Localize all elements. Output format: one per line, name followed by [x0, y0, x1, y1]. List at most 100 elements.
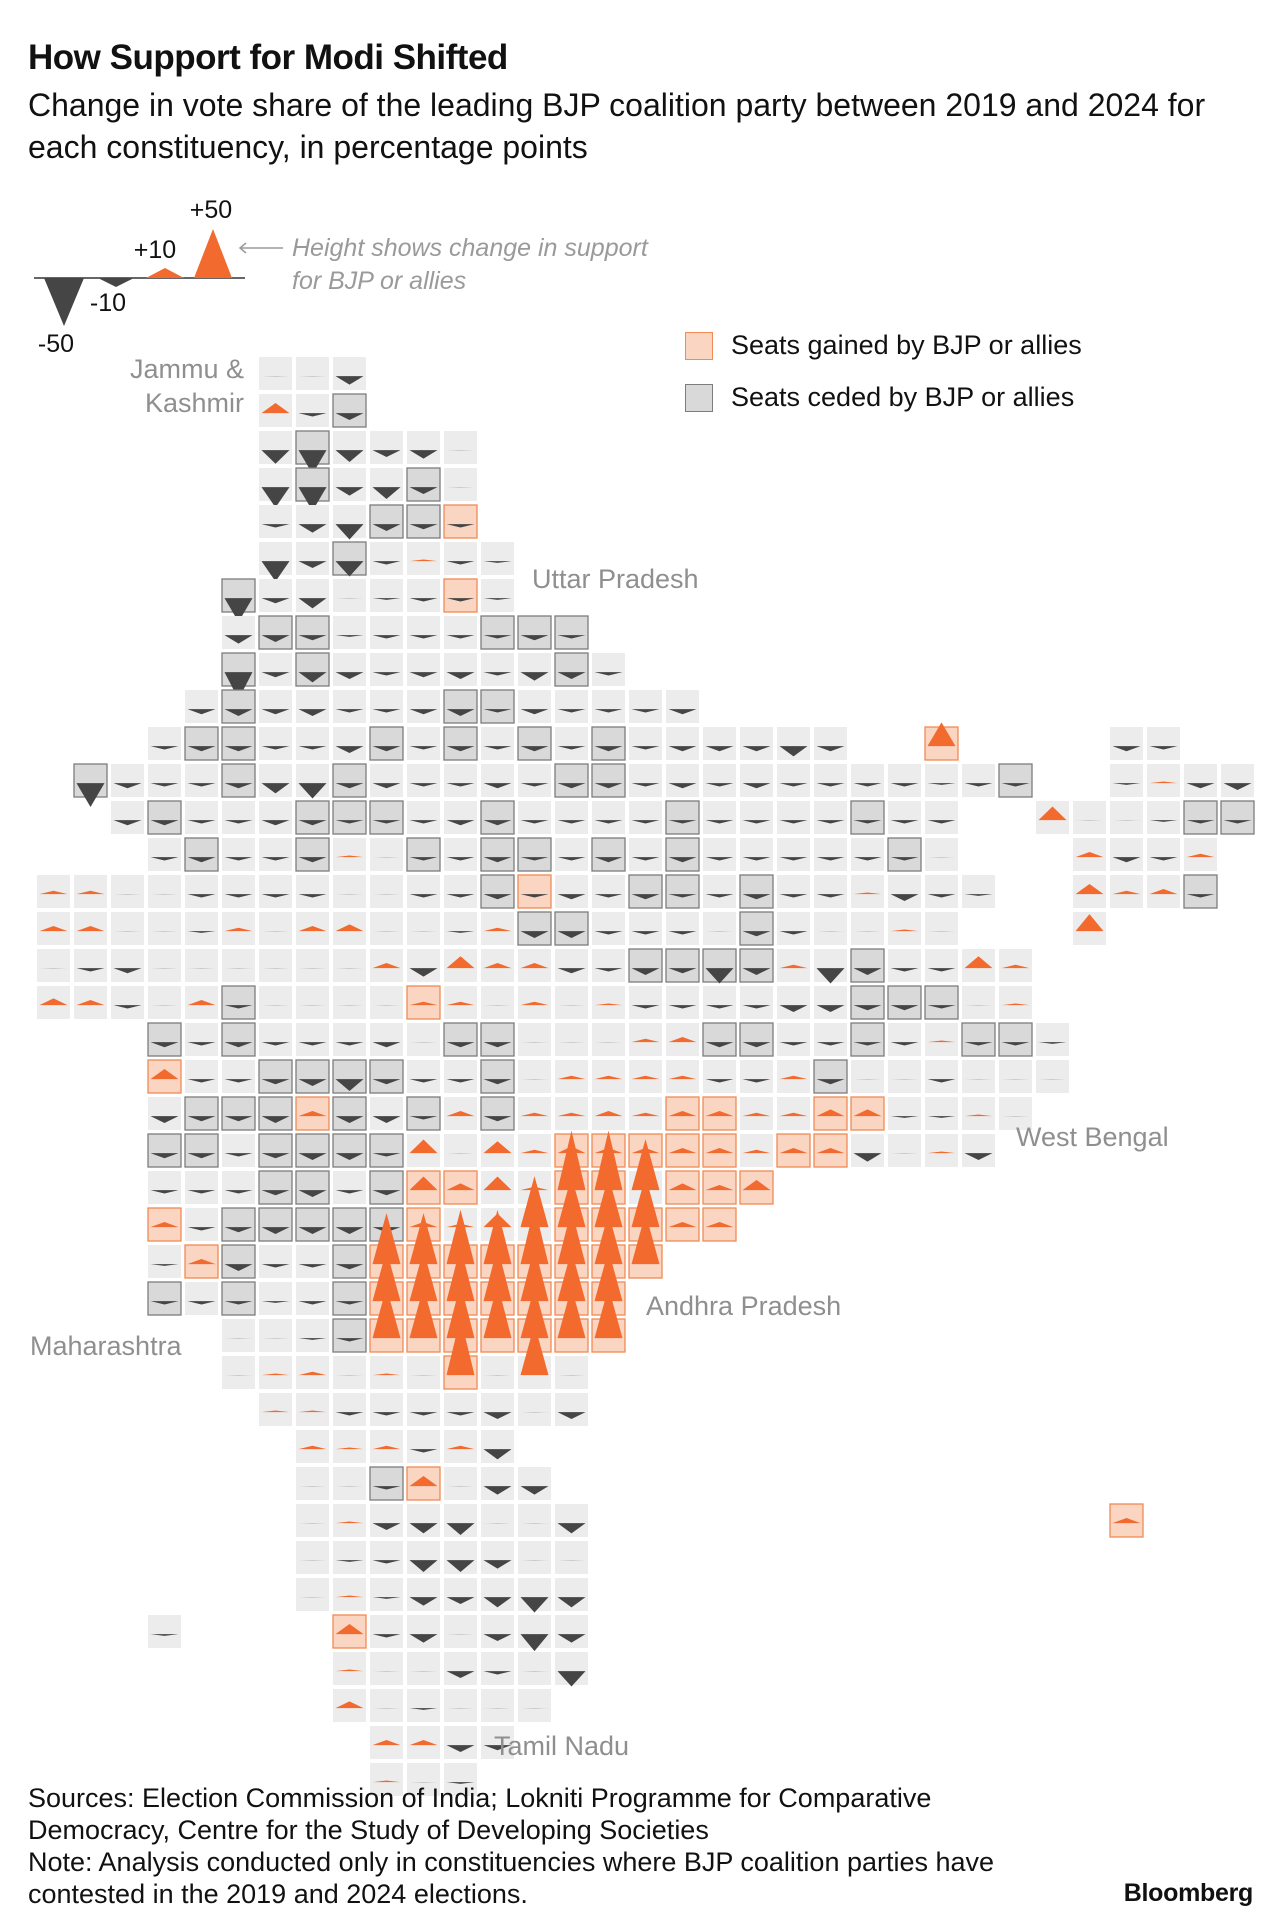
change-triangle-down — [816, 783, 845, 787]
change-triangle-down — [298, 635, 327, 641]
change-triangle-up — [446, 1209, 475, 1265]
tile-unchanged — [333, 1504, 366, 1537]
change-triangle-flat — [298, 1005, 327, 1006]
constituency-tile — [332, 393, 367, 428]
tile-unchanged — [1036, 1023, 1069, 1056]
constituency-tile — [444, 1134, 477, 1167]
constituency-tile — [370, 1504, 403, 1537]
constituency-tile — [665, 837, 700, 872]
tile-unchanged — [148, 838, 181, 871]
tile-unchanged — [407, 727, 440, 760]
change-triangle-down — [261, 1190, 290, 1196]
key-label-minus10: -10 — [90, 289, 126, 317]
constituency-tile — [518, 1393, 551, 1426]
tile-ceded — [1220, 800, 1255, 835]
constituency-tile — [998, 1022, 1033, 1057]
constituency-tile — [1073, 875, 1106, 908]
constituency-tile — [555, 727, 588, 760]
constituency-tile — [480, 1096, 515, 1131]
constituency-tile — [629, 801, 662, 834]
tile-ceded — [369, 726, 404, 761]
constituency-tile — [481, 1689, 514, 1722]
tile-ceded — [369, 1133, 404, 1168]
constituency-tile — [258, 1096, 293, 1131]
change-triangle-down — [742, 783, 771, 789]
tile-ceded — [258, 1059, 293, 1094]
change-triangle-down — [594, 857, 623, 863]
change-triangle-down — [594, 894, 623, 898]
constituency-tile — [407, 764, 440, 797]
change-triangle-down — [261, 524, 290, 528]
constituency-tile — [148, 1245, 181, 1278]
tile-unchanged — [111, 986, 144, 1019]
tile-ceded — [369, 1466, 404, 1501]
tile-unchanged — [185, 1023, 218, 1056]
constituency-tile — [259, 1319, 292, 1352]
tile-unchanged — [814, 838, 847, 871]
constituency-tile — [702, 1207, 737, 1242]
constituency-tile — [369, 1059, 404, 1094]
tile-unchanged — [148, 986, 181, 1019]
change-triangle-down — [594, 746, 623, 752]
constituency-tile — [111, 875, 144, 908]
change-triangle-up — [187, 1000, 216, 1006]
tile-unchanged — [222, 1134, 255, 1167]
change-triangle-up — [668, 1222, 697, 1228]
constituency-tile — [481, 1134, 514, 1167]
tile-unchanged — [777, 912, 810, 945]
tile-unchanged — [444, 616, 477, 649]
change-triangle-down — [594, 968, 623, 972]
constituency-tile — [925, 1023, 958, 1056]
change-triangle-up — [853, 892, 882, 895]
change-triangle-down — [557, 1597, 586, 1608]
constituency-tile — [739, 1022, 774, 1057]
constituency-tile — [1110, 838, 1143, 871]
constituency-tile — [295, 800, 330, 835]
change-triangle-down — [372, 1412, 401, 1416]
constituency-tile — [333, 1430, 366, 1463]
constituency-tile — [555, 1393, 588, 1426]
constituency-tile — [777, 801, 810, 834]
constituency-tile — [702, 1096, 737, 1131]
change-triangle-flat — [890, 1153, 919, 1154]
tile-unchanged — [333, 1578, 366, 1611]
tile-unchanged — [333, 875, 366, 908]
change-triangle-up — [557, 1075, 586, 1080]
change-triangle-down — [742, 857, 771, 861]
tile-ceded — [406, 837, 441, 872]
change-triangle-down — [446, 635, 475, 639]
constituency-tile — [629, 764, 662, 797]
change-triangle-up — [631, 1075, 660, 1080]
constituency-tile — [555, 1578, 588, 1611]
change-triangle-up — [335, 1701, 364, 1709]
constituency-tile — [517, 726, 552, 761]
region-label-tamil-nadu: Tamil Nadu — [494, 1731, 630, 1761]
tile-unchanged — [703, 1060, 736, 1093]
constituency-tile — [222, 801, 255, 834]
constituency-tile — [407, 1060, 440, 1093]
change-triangle-flat — [890, 1079, 919, 1080]
constituency-tile — [628, 874, 663, 909]
change-triangle-down — [520, 1634, 549, 1652]
tile-unchanged — [370, 1689, 403, 1722]
constituency-tile — [443, 504, 478, 539]
change-triangle-up — [631, 1176, 660, 1228]
constituency-tile — [851, 1060, 884, 1093]
constituency-tile — [444, 1763, 477, 1796]
constituency-tile — [1073, 912, 1106, 945]
change-triangle-up — [520, 1206, 549, 1265]
tile-unchanged — [259, 1319, 292, 1352]
constituency-tile — [850, 1022, 885, 1057]
tile-unchanged — [777, 1023, 810, 1056]
region-label-jammu-kashmir: Jammu & Kashmir — [120, 352, 244, 420]
constituency-tile — [296, 690, 329, 723]
change-triangle-up — [520, 1149, 549, 1154]
change-triangle-up — [372, 1287, 401, 1339]
change-triangle-flat — [1075, 820, 1104, 821]
tile-unchanged — [370, 1504, 403, 1537]
tile-unchanged — [851, 838, 884, 871]
change-triangle-down — [224, 1227, 253, 1233]
tile-unchanged — [518, 764, 551, 797]
change-triangle-down — [298, 450, 327, 474]
tile-unchanged — [444, 1652, 477, 1685]
